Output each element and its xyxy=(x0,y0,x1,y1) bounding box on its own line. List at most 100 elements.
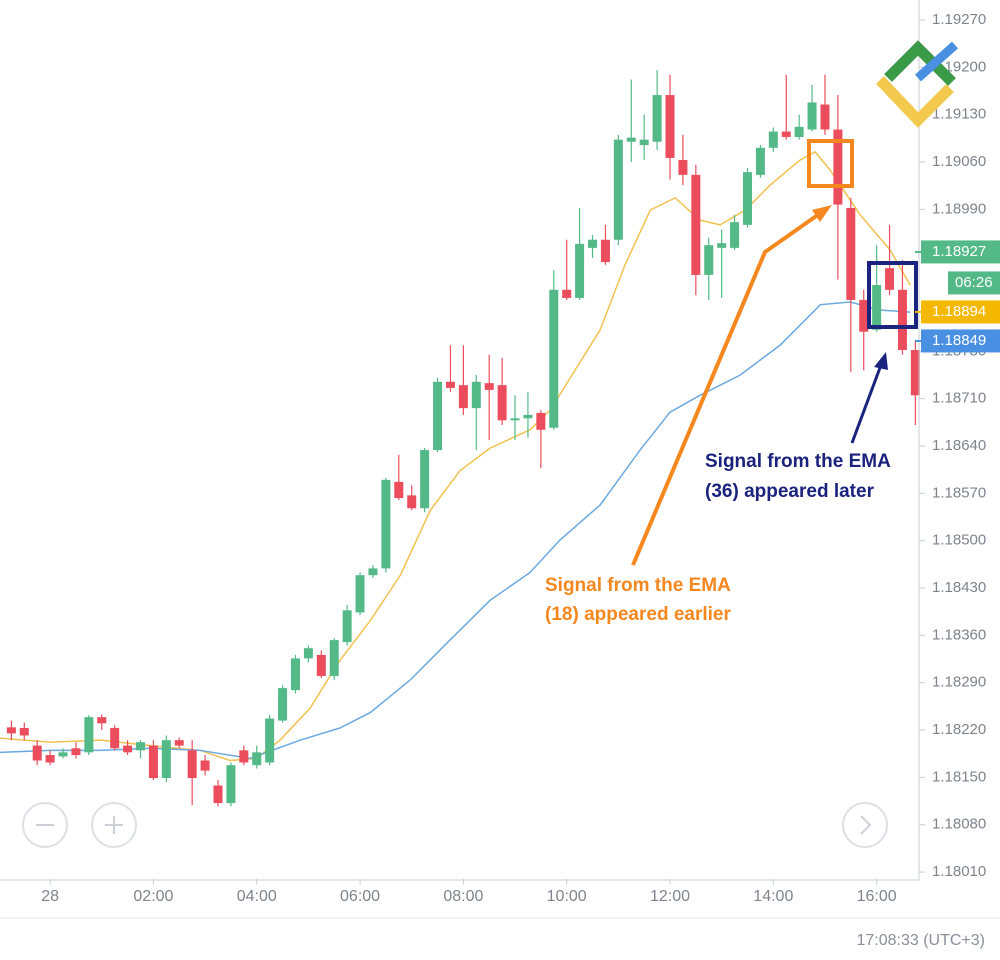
candle-body xyxy=(97,717,107,724)
candle-body xyxy=(497,385,507,421)
y-tick-label: 1.18220 xyxy=(932,721,986,738)
candle-body xyxy=(704,245,714,275)
logo xyxy=(876,40,958,128)
y-tick-label: 1.18430 xyxy=(932,579,986,596)
y-tick-label: 1.19060 xyxy=(932,153,986,170)
candle-body xyxy=(368,568,378,576)
candle-body xyxy=(755,147,765,175)
arrow-orange xyxy=(631,210,824,566)
y-tick-label: 1.19270 xyxy=(932,11,986,28)
candle-body xyxy=(200,760,210,771)
annotation-text: (36) appeared later xyxy=(705,481,875,502)
x-tick-label: 12:00 xyxy=(650,888,690,905)
y-tick-label: 1.18640 xyxy=(932,437,986,454)
x-tick-label: 06:00 xyxy=(340,888,380,905)
candle-body xyxy=(536,412,546,430)
candle-body xyxy=(420,450,430,509)
candle-body xyxy=(265,718,275,763)
zoom-in-button[interactable] xyxy=(91,802,137,848)
candle-body xyxy=(136,742,146,751)
zoom-out-button[interactable] xyxy=(22,802,68,848)
candle-body xyxy=(213,785,223,804)
signal-box-blue xyxy=(867,261,918,329)
price-tag-label: 1.18894 xyxy=(932,303,986,320)
grid-layer: 1.18010 1.18080 1.18150 1.18220 1.18290 1.183… xyxy=(41,11,986,905)
candle-body xyxy=(239,750,249,763)
price-tag-bg xyxy=(921,329,1000,353)
candle-body xyxy=(342,610,352,643)
x-tick-label: 02:00 xyxy=(133,888,173,905)
candle-body xyxy=(433,381,443,451)
candle-body xyxy=(717,243,727,248)
annotation-text: (18) appeared earlier xyxy=(545,604,731,625)
candle-body xyxy=(872,285,882,330)
y-tick-label: 1.18290 xyxy=(932,674,986,691)
price-tag-label: 1.18927 xyxy=(932,243,986,260)
candle-body xyxy=(846,207,856,300)
annotation-text: Signal from the EMA xyxy=(705,451,891,472)
price-tag-label: 1.18849 xyxy=(932,332,986,349)
candle-body xyxy=(820,104,830,130)
x-tick-label: 16:00 xyxy=(857,888,897,905)
candle-body xyxy=(355,575,365,613)
candle-body xyxy=(523,414,533,419)
price-tag-bg xyxy=(921,300,1000,324)
y-tick-label: 1.19130 xyxy=(932,106,986,123)
countdown-bg xyxy=(948,271,1000,295)
candle-body xyxy=(639,139,649,146)
y-tick-label: 1.18010 xyxy=(932,863,986,880)
candle-body xyxy=(123,745,133,753)
footer-time: 17:08:33 (UTC+3) xyxy=(856,932,985,949)
y-tick-label: 1.18150 xyxy=(932,768,986,785)
candle-body xyxy=(781,131,791,137)
candle-body xyxy=(691,174,701,275)
candle-body xyxy=(471,381,481,409)
x-tick-label: 08:00 xyxy=(443,888,483,905)
candle-body xyxy=(445,381,455,388)
candle-body xyxy=(897,289,907,350)
x-tick-label: 28 xyxy=(41,888,59,905)
scroll-right-button[interactable] xyxy=(842,802,888,848)
candle-body xyxy=(484,383,494,390)
candle-body xyxy=(613,139,623,240)
ema-line xyxy=(0,301,911,760)
y-tick-label: 1.18360 xyxy=(932,626,986,643)
candle-body xyxy=(174,740,184,746)
candle-body xyxy=(665,95,675,158)
candle-layer xyxy=(6,70,920,807)
candle-body xyxy=(652,95,662,142)
x-tick-label: 10:00 xyxy=(547,888,587,905)
candle-body xyxy=(859,299,869,332)
candle-body xyxy=(678,159,688,175)
candle-body xyxy=(6,727,16,734)
x-tick-label: 04:00 xyxy=(237,888,277,905)
y-tick-label: 1.18080 xyxy=(932,816,986,833)
y-tick-label: 1.18990 xyxy=(932,200,986,217)
candle-body xyxy=(84,717,94,753)
candle-body xyxy=(329,640,339,676)
candle-body xyxy=(807,102,817,130)
arrow-head-orange xyxy=(812,205,832,222)
candle-body xyxy=(600,239,610,263)
candle-body xyxy=(58,752,68,757)
y-tick-label: 1.18500 xyxy=(932,532,986,549)
candle-body xyxy=(910,349,920,396)
countdown: 06:26 xyxy=(955,274,993,291)
candle-body xyxy=(252,752,262,766)
candle-body xyxy=(303,648,313,659)
candle-body xyxy=(562,289,572,298)
candle-body xyxy=(32,745,42,761)
price-tag-bg xyxy=(921,240,1000,264)
candle-body xyxy=(148,745,158,779)
y-tick-label: 1.18710 xyxy=(932,390,986,407)
candle-body xyxy=(458,385,468,409)
candle-body xyxy=(742,172,752,225)
candle-body xyxy=(885,268,895,290)
candle-body xyxy=(187,750,197,779)
candle-body xyxy=(833,129,843,205)
tag-layer: 1.18927 06:26 1.18894 1.18849 xyxy=(915,240,1000,353)
x-tick-label: 14:00 xyxy=(753,888,793,905)
candle-body xyxy=(278,688,288,721)
candle-body xyxy=(45,755,55,763)
